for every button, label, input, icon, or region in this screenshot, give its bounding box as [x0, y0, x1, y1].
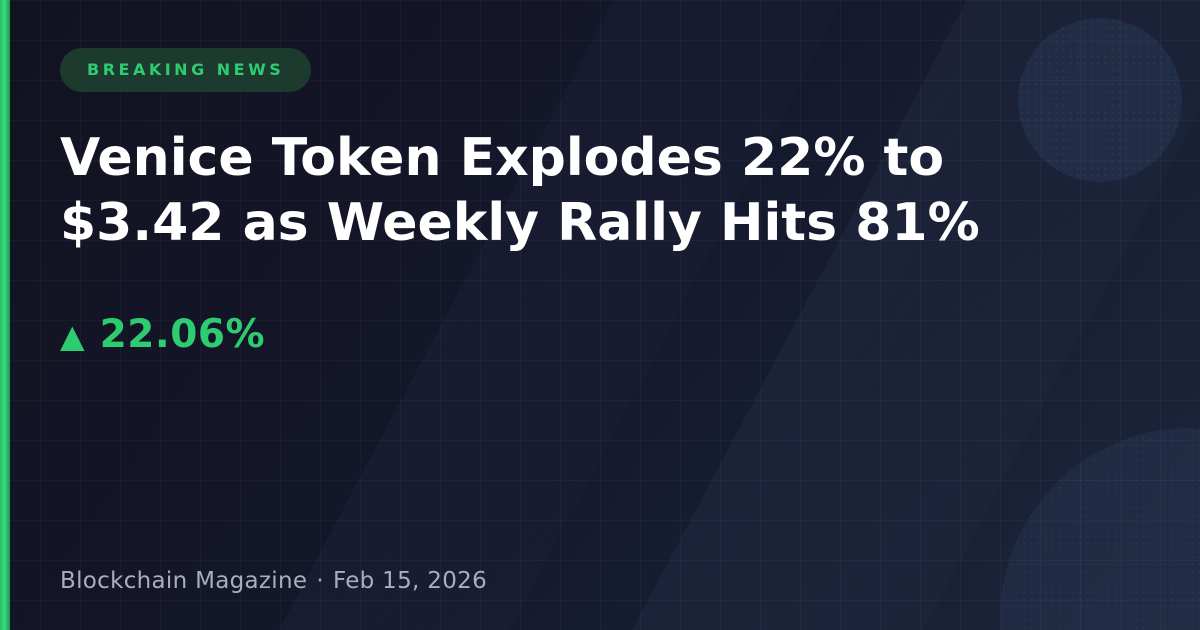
headline-line-1: Venice Token Explodes 22% to: [60, 128, 945, 188]
up-triangle-icon: ▲: [60, 316, 85, 355]
breaking-news-badge: BREAKING NEWS: [60, 48, 312, 92]
separator-dot: ·: [316, 568, 324, 594]
decor-circle-top-right: [1018, 18, 1182, 182]
change-value: 22.06%: [99, 312, 266, 357]
headline: Venice Token Explodes 22% to $3.42 as We…: [60, 126, 1060, 256]
headline-line-2: $3.42 as Weekly Rally Hits 81%: [60, 193, 980, 253]
price-change: ▲ 22.06%: [60, 312, 265, 357]
breaking-news-label: BREAKING NEWS: [87, 60, 285, 79]
left-accent-bar: [0, 0, 10, 630]
publish-date: Feb 15, 2026: [332, 568, 488, 594]
source-name: Blockchain Magazine: [60, 568, 308, 594]
source-line: Blockchain Magazine · Feb 15, 2026: [60, 568, 487, 594]
